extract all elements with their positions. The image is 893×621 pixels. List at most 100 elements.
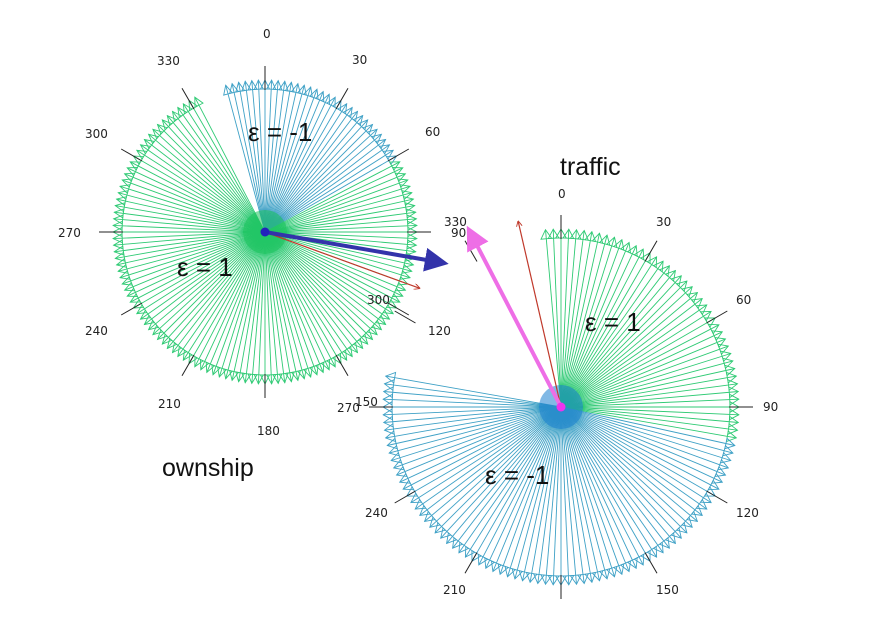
ownship-ray — [177, 107, 266, 233]
ownship-ray-head — [378, 309, 391, 320]
ownship-ray — [264, 231, 403, 297]
traffic-ray-head — [547, 575, 560, 586]
ownship-ray-head — [278, 80, 289, 92]
ownship-ray — [264, 128, 378, 233]
ownship-ray-head — [399, 184, 411, 195]
ownship-ray-head — [177, 345, 188, 358]
ownship-ray-head — [223, 368, 234, 380]
traffic-ray — [545, 406, 562, 585]
ownship-ray — [264, 231, 394, 315]
ownship-ray-head — [211, 364, 222, 376]
ownship-ray-head — [253, 374, 265, 385]
traffic-ray — [560, 406, 608, 580]
ownship-ray-head — [342, 106, 353, 119]
traffic-ray-head — [598, 234, 611, 246]
traffic-ray — [387, 406, 562, 446]
ownship-ray — [264, 231, 364, 349]
traffic-ray — [458, 406, 562, 554]
ownship-ray — [264, 179, 408, 233]
traffic-ray — [471, 406, 562, 562]
ownship-center-dot — [260, 227, 270, 237]
traffic-ray — [552, 406, 562, 585]
ownship-ray-head — [156, 329, 168, 341]
ownship-ray-head — [166, 114, 178, 127]
ownship-ray-head — [320, 93, 330, 106]
traffic-ray-head — [711, 330, 724, 342]
ownship-ray-head — [406, 214, 418, 225]
traffic-ray-head — [419, 504, 432, 516]
ownship-ray-head — [139, 309, 152, 320]
ownship-ray-head — [129, 293, 142, 303]
ownship-ray — [264, 231, 382, 331]
traffic-ray — [537, 406, 562, 584]
ownship-ray — [264, 192, 412, 233]
ownship-ray-head — [253, 79, 265, 90]
traffic-ray — [560, 260, 664, 408]
traffic-ray — [529, 406, 562, 583]
ownship-ray — [264, 231, 386, 325]
traffic-ray-head — [670, 527, 682, 539]
ownship-ray — [264, 205, 415, 233]
traffic-ray-head — [518, 570, 531, 582]
traffic-center-dot — [556, 402, 566, 412]
ownship-ray-head — [284, 371, 295, 383]
ownship-ray — [194, 231, 266, 368]
traffic-ray — [560, 360, 734, 408]
traffic-ray — [560, 406, 698, 522]
ownship-ray — [264, 91, 324, 233]
traffic-ray — [560, 248, 644, 408]
ownship-ray-head — [407, 220, 418, 232]
traffic-ray-head — [562, 575, 575, 586]
traffic-ray-head — [569, 228, 582, 240]
traffic-inner-270: 270 — [337, 401, 360, 415]
ownship-ray-head — [182, 349, 193, 362]
ownship-ray-head — [362, 123, 374, 135]
traffic-ray-head — [619, 560, 632, 573]
ownship-ray-head — [308, 364, 319, 376]
ownship-ray — [124, 173, 266, 233]
ownship-ray-head — [241, 372, 252, 384]
traffic-tick-120: 120 — [736, 506, 759, 520]
traffic-ray — [560, 229, 570, 408]
ownship-ray-head — [247, 373, 258, 385]
ownship-ray-head — [399, 269, 411, 280]
traffic-ray-head — [675, 521, 688, 534]
ownship-ray — [264, 231, 378, 336]
traffic-tick-30: 30 — [656, 215, 671, 229]
ownship-ray — [264, 231, 286, 383]
ownship-tick-mark — [335, 87, 349, 110]
ownship-ray — [225, 231, 266, 379]
ownship-ray-head — [161, 333, 173, 345]
ownship-ray-head — [229, 370, 240, 382]
ownship-ray-head — [320, 358, 330, 371]
ownship-ray — [152, 231, 266, 336]
traffic-ray — [560, 324, 720, 408]
traffic-ray — [465, 406, 562, 558]
traffic-ray — [560, 406, 630, 572]
ownship-tick-60: 60 — [425, 125, 440, 139]
traffic-tick-mark — [394, 310, 416, 324]
ownship-ray — [244, 81, 266, 233]
ownship-ray — [194, 96, 266, 233]
ownship-fan — [111, 78, 419, 386]
traffic-ray-head — [707, 323, 720, 335]
traffic-ray-head — [434, 521, 447, 534]
traffic-tick-mark — [706, 310, 728, 324]
traffic-ray-head — [699, 310, 712, 322]
ownship-ray-head — [326, 355, 336, 368]
traffic-ray — [560, 304, 708, 408]
traffic-ray-head — [390, 451, 403, 464]
traffic-ray-head — [725, 430, 738, 443]
ownship-ray-head — [290, 82, 301, 94]
ownship-ray-head — [296, 368, 307, 380]
ownship-ray — [264, 82, 292, 233]
ownship-ray-head — [156, 123, 168, 135]
traffic-ray-head — [719, 451, 732, 464]
traffic-ray — [446, 406, 562, 544]
ownship-ray — [115, 231, 266, 259]
ownship-tick-0: 0 — [263, 27, 271, 41]
ownship-ray-head — [302, 366, 313, 378]
traffic-tick-210: 210 — [443, 583, 466, 597]
traffic-ray-head — [532, 573, 546, 585]
